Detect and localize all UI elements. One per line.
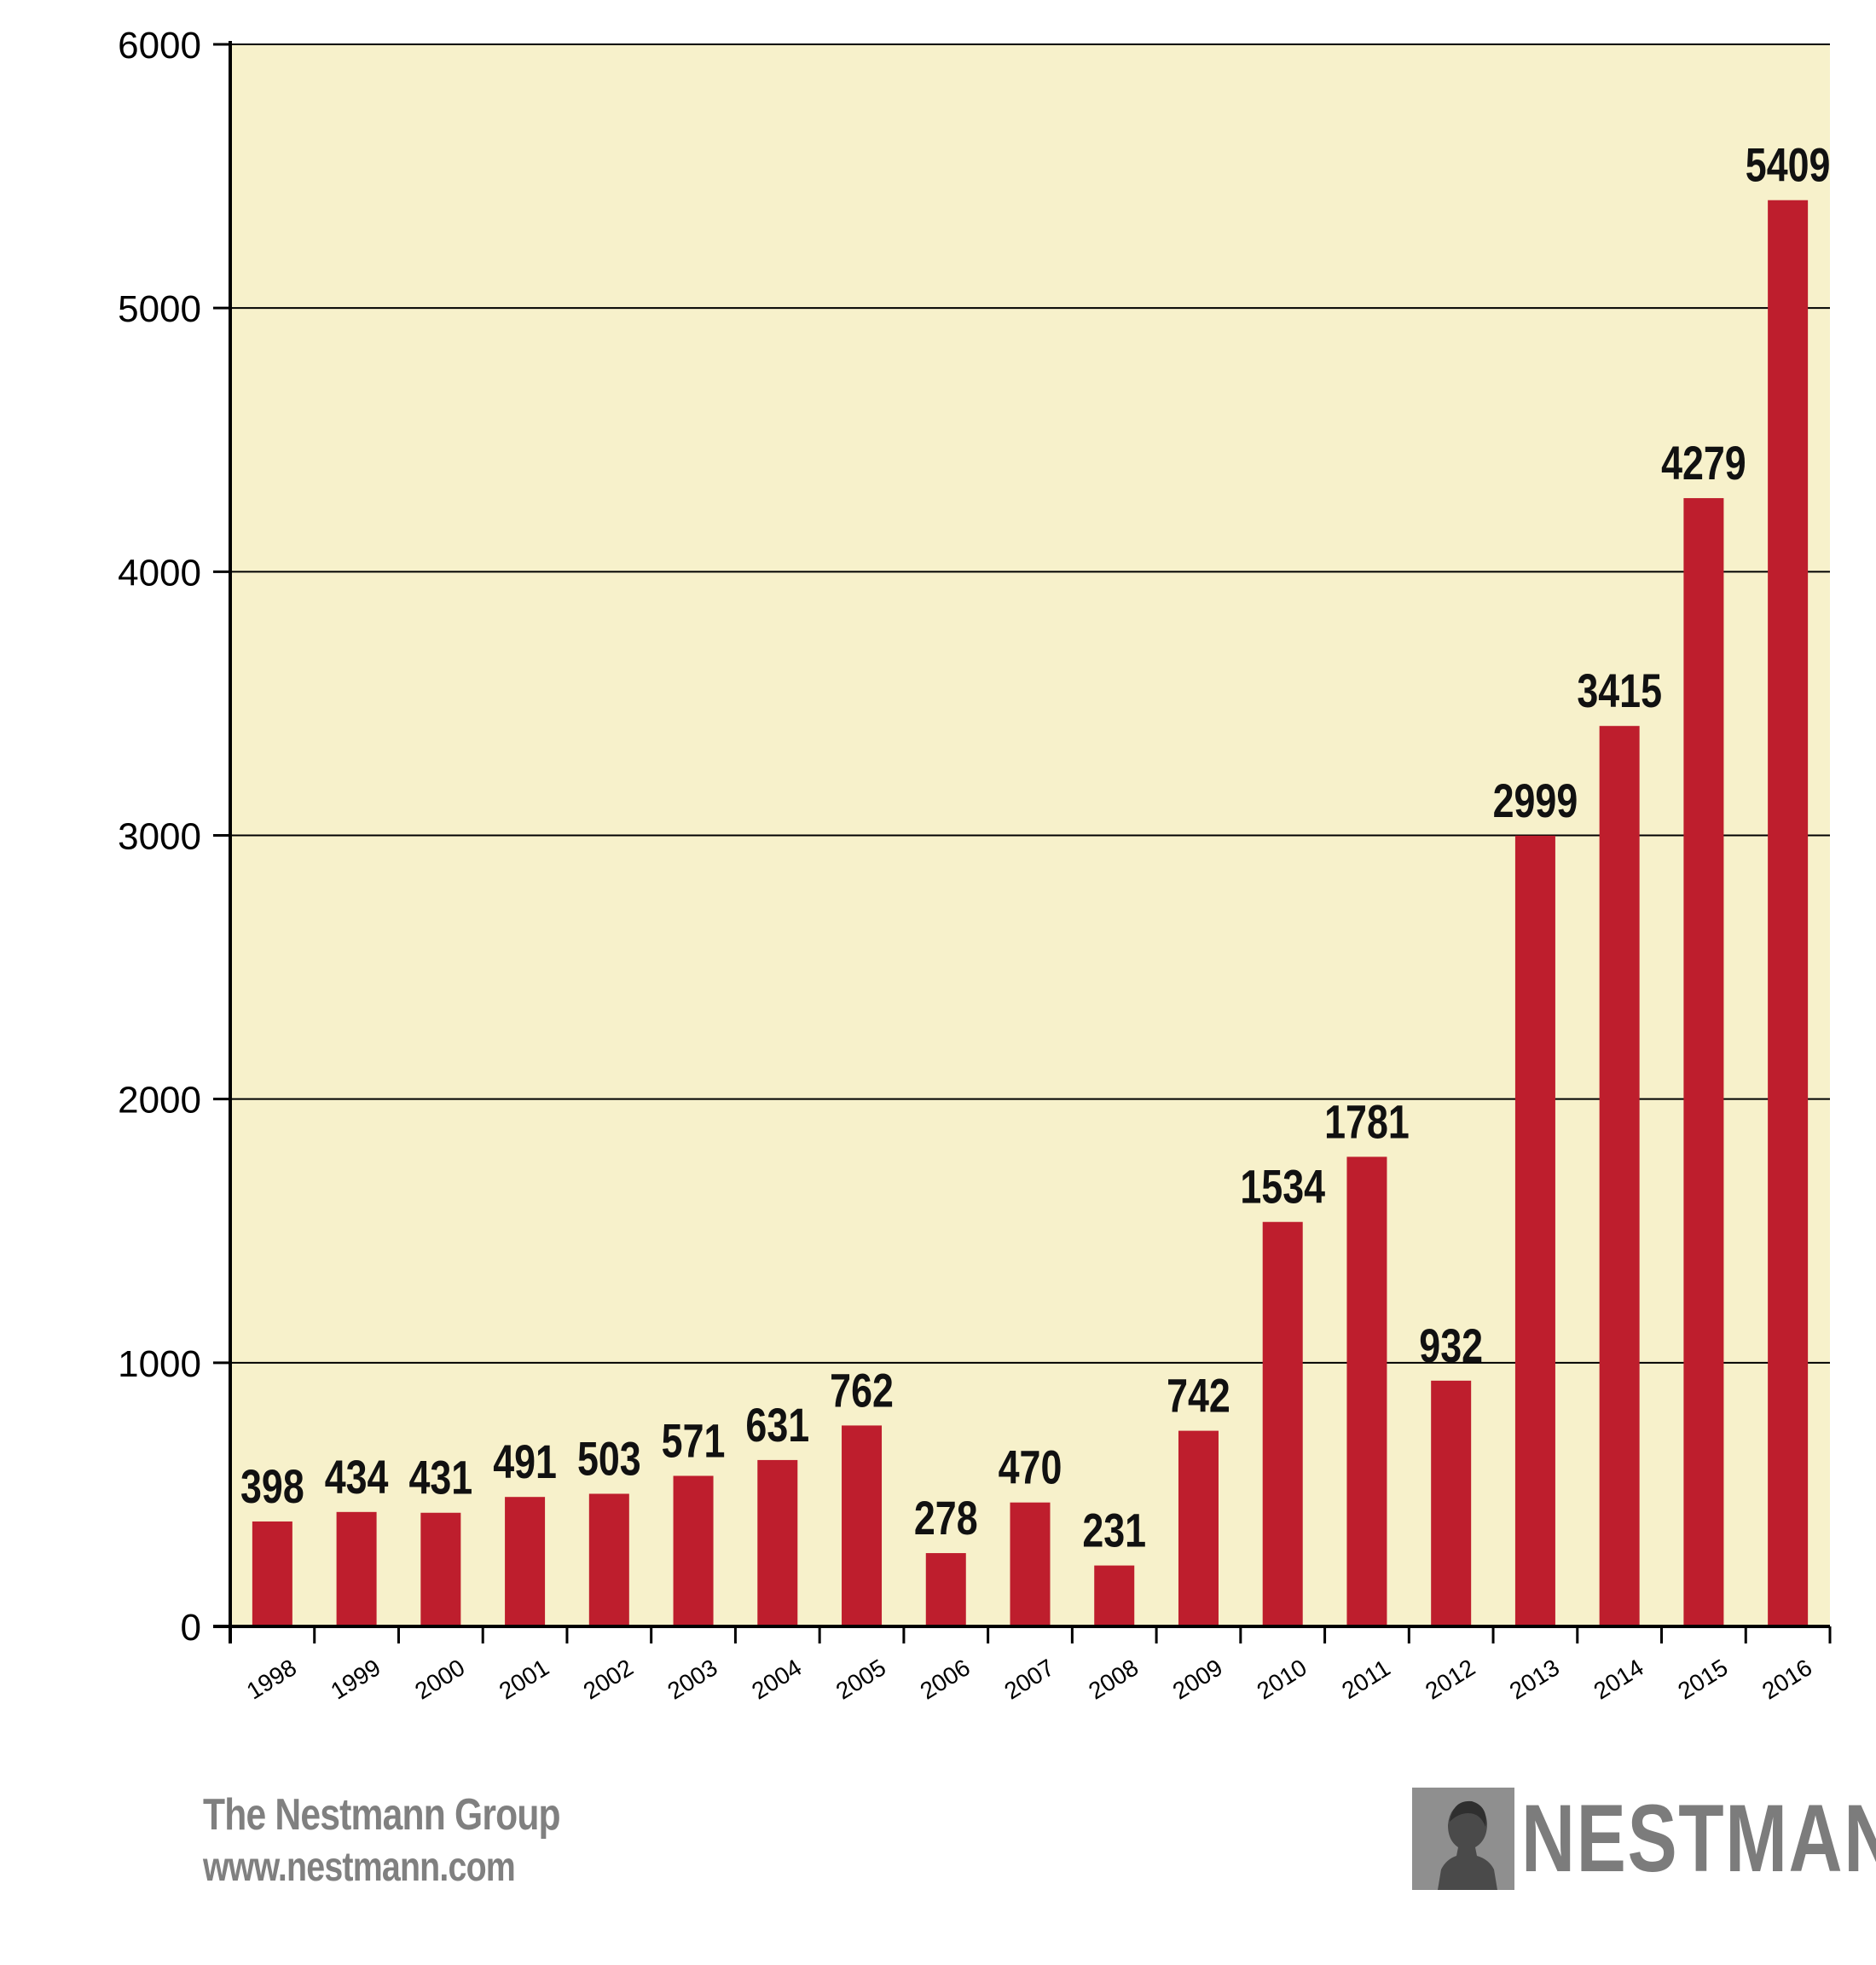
logo-wordmark: NESTMANN	[1521, 1785, 1876, 1892]
data-label: 1534	[1240, 1160, 1325, 1214]
bar-2007	[1010, 1502, 1051, 1626]
data-label: 278	[914, 1491, 978, 1545]
bar-2001	[505, 1497, 546, 1626]
data-label: 491	[493, 1435, 557, 1488]
data-label: 3415	[1577, 664, 1662, 717]
x-tick-label: 2016	[1757, 1654, 1816, 1704]
data-label: 431	[408, 1451, 472, 1504]
x-tick-label: 2009	[1168, 1654, 1227, 1704]
x-tick-label: 1998	[242, 1654, 301, 1704]
bar-2008	[1094, 1565, 1135, 1626]
y-tick-label: 1000	[118, 1343, 201, 1385]
y-axis-tick-labels: 0 1000 2000 3000 4000 5000 6000	[118, 25, 201, 1649]
x-tick-label: 2004	[747, 1654, 806, 1704]
bars	[252, 200, 1809, 1627]
footer-website-url: www.nestmann.com	[203, 1845, 516, 1890]
data-label: 398	[240, 1459, 304, 1513]
y-tick-label: 0	[181, 1607, 201, 1649]
bar-2010	[1262, 1221, 1303, 1626]
x-tick-label: 2005	[831, 1654, 890, 1704]
y-tick-label: 2000	[118, 1080, 201, 1122]
y-tick-label: 5000	[118, 288, 201, 330]
bar-2013	[1514, 835, 1555, 1626]
x-tick-label: 2011	[1337, 1655, 1394, 1704]
y-tick-label: 3000	[118, 816, 201, 858]
x-tick-label: 2014	[1589, 1654, 1647, 1704]
data-label: 932	[1419, 1319, 1483, 1372]
x-tick-label: 2013	[1505, 1654, 1564, 1704]
data-label: 742	[1167, 1369, 1230, 1423]
x-tick-label: 2003	[663, 1654, 721, 1704]
bar-2006	[925, 1553, 966, 1626]
x-tick-label: 2007	[999, 1654, 1058, 1704]
bar-2004	[757, 1459, 798, 1626]
x-tick-label: 2001	[495, 1654, 553, 1704]
bar-2009	[1178, 1430, 1219, 1626]
bar-2002	[588, 1493, 629, 1626]
footer-company-name: The Nestmann Group	[203, 1790, 561, 1840]
x-tick-label: 2012	[1421, 1654, 1479, 1704]
data-label: 470	[999, 1440, 1062, 1494]
data-label: 2999	[1493, 774, 1578, 827]
bar-2005	[842, 1425, 883, 1626]
data-label: 631	[745, 1398, 809, 1452]
y-tick-label: 4000	[118, 552, 201, 594]
bar-1998	[252, 1521, 292, 1626]
data-label: 762	[830, 1364, 894, 1417]
data-label: 503	[577, 1432, 641, 1486]
x-tick-label: 2015	[1673, 1654, 1732, 1704]
bar-2003	[673, 1475, 714, 1626]
nestmann-logo: NESTMANN	[1412, 1788, 1876, 1890]
axes	[213, 41, 1832, 1643]
silhouette-portrait-icon	[1412, 1788, 1514, 1890]
bar-2015	[1683, 498, 1724, 1626]
x-tick-label: 1999	[326, 1654, 385, 1704]
bar-2014	[1599, 726, 1640, 1627]
y-tick-label: 6000	[118, 25, 201, 67]
bar-2012	[1431, 1380, 1472, 1626]
data-label: 571	[662, 1414, 726, 1468]
data-labels: 398 434 431 491 503 571 631 762 278 470 231 742 1534…	[240, 138, 1830, 1557]
data-label: 1781	[1324, 1095, 1410, 1149]
bar-2011	[1346, 1156, 1387, 1626]
x-tick-label: 2002	[579, 1654, 638, 1704]
gridlines	[230, 43, 1830, 1364]
bar-2000	[420, 1512, 461, 1626]
x-tick-label: 2010	[1253, 1654, 1311, 1704]
x-tick-label: 2000	[410, 1654, 469, 1704]
x-tick-label: 2006	[916, 1654, 975, 1704]
data-label: 434	[325, 1450, 389, 1504]
x-axis-tick-labels: 1998 1999 2000 2001 2002 2003 2004 2005 2006 2007…	[242, 1654, 1817, 1704]
bar-1999	[336, 1511, 377, 1626]
x-tick-label: 2008	[1084, 1654, 1143, 1704]
data-label: 4279	[1661, 436, 1746, 490]
data-label: 5409	[1746, 138, 1831, 192]
data-label: 231	[1082, 1504, 1146, 1557]
bar-2016	[1768, 200, 1809, 1626]
